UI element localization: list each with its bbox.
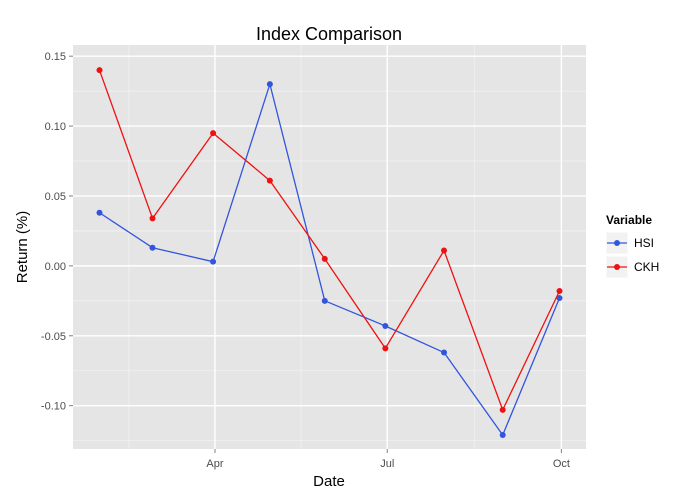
- x-tick-label: Apr: [206, 458, 223, 470]
- data-point-ckh: [149, 215, 156, 222]
- y-tick-label: 0.10: [45, 121, 66, 133]
- x-tick-label: Jul: [380, 458, 394, 470]
- y-tick-label: -0.05: [41, 331, 66, 343]
- legend-key-point: [614, 240, 620, 246]
- data-point-ckh: [382, 345, 389, 352]
- major-gridlines: [73, 45, 586, 449]
- x-tick-label: Oct: [553, 458, 570, 470]
- data-point-ckh: [321, 255, 328, 262]
- data-point-hsi: [441, 349, 448, 356]
- plot-background: [73, 45, 586, 449]
- data-point-hsi: [210, 258, 217, 265]
- legend: Variable HSI CKH: [605, 213, 659, 279]
- data-point-hsi: [96, 209, 103, 216]
- series-ckh: [96, 67, 563, 413]
- x-axis-title: Date: [313, 473, 345, 490]
- data-point-hsi: [149, 244, 156, 251]
- y-axis-title: Return (%): [14, 211, 31, 284]
- data-point-hsi: [499, 432, 506, 439]
- minor-gridlines: [73, 45, 586, 449]
- legend-label-hsi: HSI: [634, 236, 654, 250]
- y-tick-label: 0.00: [45, 261, 66, 273]
- data-point-hsi: [382, 322, 389, 329]
- legend-key-point: [614, 264, 620, 270]
- legend-item-hsi: HSI: [605, 231, 654, 255]
- series-hsi: [96, 81, 563, 439]
- data-point-hsi: [321, 297, 328, 304]
- legend-title: Variable: [606, 213, 652, 227]
- chart-title: Index Comparison: [256, 24, 402, 44]
- data-point-hsi: [556, 295, 563, 302]
- x-axis-ticks: Apr Jul Oct: [206, 449, 570, 470]
- data-point-ckh: [499, 406, 506, 413]
- y-tick-label: 0.15: [45, 51, 66, 63]
- data-point-ckh: [556, 288, 563, 295]
- data-point-ckh: [266, 177, 273, 184]
- legend-label-ckh: CKH: [634, 260, 659, 274]
- legend-item-ckh: CKH: [605, 255, 659, 279]
- legend-items: HSI CKH: [605, 231, 659, 279]
- data-point-hsi: [266, 81, 273, 88]
- data-point-ckh: [441, 247, 448, 254]
- y-tick-label: -0.10: [41, 401, 66, 413]
- data-point-ckh: [96, 67, 103, 74]
- series-layer: [96, 67, 563, 439]
- y-tick-label: 0.05: [45, 191, 66, 203]
- y-axis-ticks: 0.15 0.10 0.05 0.00 -0.05 -0.10: [41, 51, 73, 413]
- data-point-ckh: [210, 130, 217, 137]
